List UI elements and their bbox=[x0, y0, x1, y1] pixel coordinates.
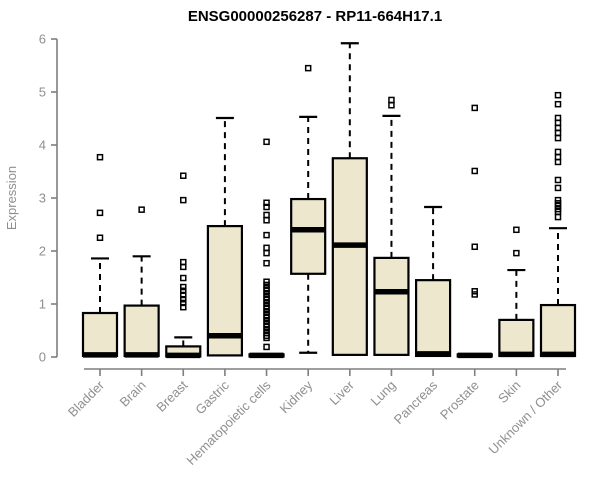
outlier-point bbox=[388, 102, 395, 109]
outlier-point bbox=[388, 96, 395, 104]
box bbox=[290, 197, 327, 275]
outlier-point bbox=[263, 343, 270, 351]
outlier-point bbox=[513, 226, 520, 234]
outlier-point bbox=[554, 213, 562, 221]
outlier-point bbox=[138, 206, 145, 213]
outlier-point bbox=[180, 291, 187, 299]
outlier-point bbox=[554, 100, 562, 108]
box bbox=[539, 303, 577, 358]
outlier-point bbox=[96, 234, 104, 241]
outlier-point bbox=[180, 287, 187, 294]
outlier-point bbox=[554, 184, 562, 192]
y-tick-label: 2 bbox=[39, 244, 46, 259]
outlier-point bbox=[180, 258, 187, 266]
x-tick-label: Skin bbox=[495, 378, 523, 406]
outlier-point bbox=[554, 114, 562, 122]
outlier-point bbox=[263, 259, 270, 267]
outlier-point bbox=[96, 209, 104, 217]
box bbox=[498, 318, 535, 358]
y-tick-label: 5 bbox=[39, 85, 46, 100]
outlier-point bbox=[180, 303, 187, 311]
outlier-point bbox=[554, 124, 562, 132]
outlier-point bbox=[180, 299, 187, 307]
x-tick-label: Unknown / Other bbox=[486, 377, 566, 457]
outlier-point bbox=[304, 64, 312, 72]
outlier-point bbox=[554, 134, 562, 142]
outlier-point bbox=[180, 172, 187, 179]
box bbox=[373, 256, 410, 356]
outlier-point bbox=[554, 91, 562, 99]
y-tick-label: 0 bbox=[39, 350, 46, 365]
x-tick-label: Breast bbox=[153, 377, 190, 414]
y-tick-label: 4 bbox=[39, 138, 46, 153]
outlier-point bbox=[471, 167, 478, 175]
outlier-point bbox=[263, 249, 270, 257]
outlier-point bbox=[263, 244, 270, 252]
outlier-point bbox=[263, 203, 270, 211]
outlier-point bbox=[263, 211, 270, 219]
x-tick-label: Brain bbox=[117, 378, 149, 410]
x-tick-label: Kidney bbox=[277, 377, 316, 416]
outlier-point bbox=[263, 231, 270, 239]
y-tick-label: 3 bbox=[39, 191, 46, 206]
x-tick-label: Gastric bbox=[192, 377, 232, 417]
outlier-point bbox=[471, 288, 478, 295]
x-tick-label: Bladder bbox=[65, 377, 108, 420]
box bbox=[414, 279, 452, 358]
x-tick-label: Prostate bbox=[437, 378, 482, 423]
outlier-point bbox=[554, 196, 562, 204]
box bbox=[331, 157, 368, 356]
outlier-point bbox=[180, 295, 187, 303]
outlier-point bbox=[554, 148, 562, 156]
chart-title: ENSG00000256287 - RP11-664H17.1 bbox=[188, 8, 442, 25]
outlier-point bbox=[180, 196, 187, 204]
y-axis-label: Expression bbox=[4, 166, 19, 230]
outlier-point bbox=[180, 274, 187, 282]
outlier-point bbox=[180, 283, 187, 291]
y-tick-label: 1 bbox=[39, 297, 46, 312]
box bbox=[123, 304, 160, 358]
outlier-point bbox=[471, 243, 478, 251]
outlier-point bbox=[554, 153, 562, 161]
outlier-point bbox=[554, 176, 562, 184]
outlier-point bbox=[471, 104, 478, 112]
outlier-point bbox=[513, 249, 520, 257]
outlier-point bbox=[263, 138, 270, 146]
x-tick-label: Lung bbox=[368, 378, 399, 409]
outlier-point bbox=[263, 278, 270, 285]
outlier-point bbox=[263, 199, 270, 207]
outlier-point bbox=[263, 217, 270, 224]
x-tick-label: Pancreas bbox=[391, 377, 441, 427]
outlier-point bbox=[96, 153, 104, 161]
x-tick-label: Liver bbox=[326, 377, 357, 408]
y-tick-label: 6 bbox=[39, 32, 46, 47]
box bbox=[81, 311, 119, 358]
